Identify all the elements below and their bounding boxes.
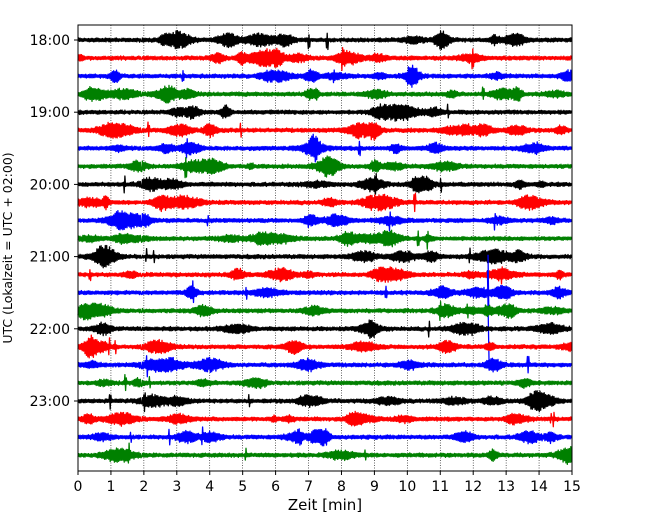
trace-2130	[77, 254, 573, 371]
x-tick-label-9: 9	[370, 479, 379, 495]
trace-2015	[77, 192, 573, 213]
y-axis-ticks: 18:00 19:00 20:00 21:00 22:00 23:00	[30, 33, 78, 410]
x-axis-ticks: 0 1 2 3 4 5 6 7 8 9 10 11 12 13 14 15	[74, 471, 581, 495]
x-axis-label: Zeit [min]	[288, 496, 362, 514]
trace-2215	[77, 334, 573, 359]
trace-2145	[77, 301, 573, 321]
trace-2315	[77, 410, 573, 428]
trace-1830	[77, 64, 573, 88]
y-tick-label-5: 23:00	[30, 394, 70, 410]
x-tick-label-6: 6	[271, 479, 280, 495]
trace-2345	[77, 442, 573, 465]
trace-2300	[77, 390, 573, 413]
x-tick-label-1: 1	[106, 479, 115, 495]
trace-2000	[77, 172, 573, 195]
x-tick-label-7: 7	[304, 479, 313, 495]
trace-1915	[77, 121, 573, 141]
trace-2100	[77, 244, 573, 269]
trace-1945	[77, 155, 573, 179]
x-tick-label-8: 8	[337, 479, 346, 495]
x-tick-label-5: 5	[238, 479, 247, 495]
plot-frame	[77, 24, 573, 472]
x-tick-label-11: 11	[431, 479, 449, 495]
x-tick-label-12: 12	[464, 479, 482, 495]
x-tick-label-13: 13	[497, 479, 515, 495]
x-tick-label-4: 4	[205, 479, 214, 495]
x-tick-label-15: 15	[563, 479, 581, 495]
x-tick-label-3: 3	[172, 479, 181, 495]
trace-2200	[77, 319, 573, 339]
x-tick-label-0: 0	[74, 479, 83, 495]
x-tick-label-14: 14	[530, 479, 548, 495]
seismic-traces	[77, 29, 573, 465]
trace-1845	[77, 84, 573, 104]
trace-1815	[77, 47, 573, 71]
trace-1900	[77, 103, 573, 122]
trace-2330	[77, 426, 573, 447]
trace-1930	[77, 133, 573, 163]
y-tick-label-4: 22:00	[30, 322, 70, 338]
y-tick-label-2: 20:00	[30, 177, 70, 193]
y-tick-label-1: 19:00	[30, 105, 70, 121]
trace-2045	[77, 229, 573, 250]
trace-1800	[77, 29, 573, 51]
trace-2245	[77, 374, 573, 392]
x-tick-label-10: 10	[398, 479, 416, 495]
y-axis-label: UTC (Lokalzeit = UTC + 02:00)	[0, 152, 15, 343]
trace-2115	[77, 266, 573, 285]
y-tick-label-3: 21:00	[30, 250, 70, 266]
x-tick-label-2: 2	[139, 479, 148, 495]
y-tick-label-0: 18:00	[30, 33, 70, 49]
trace-2230	[77, 355, 573, 378]
trace-2030	[77, 210, 573, 232]
